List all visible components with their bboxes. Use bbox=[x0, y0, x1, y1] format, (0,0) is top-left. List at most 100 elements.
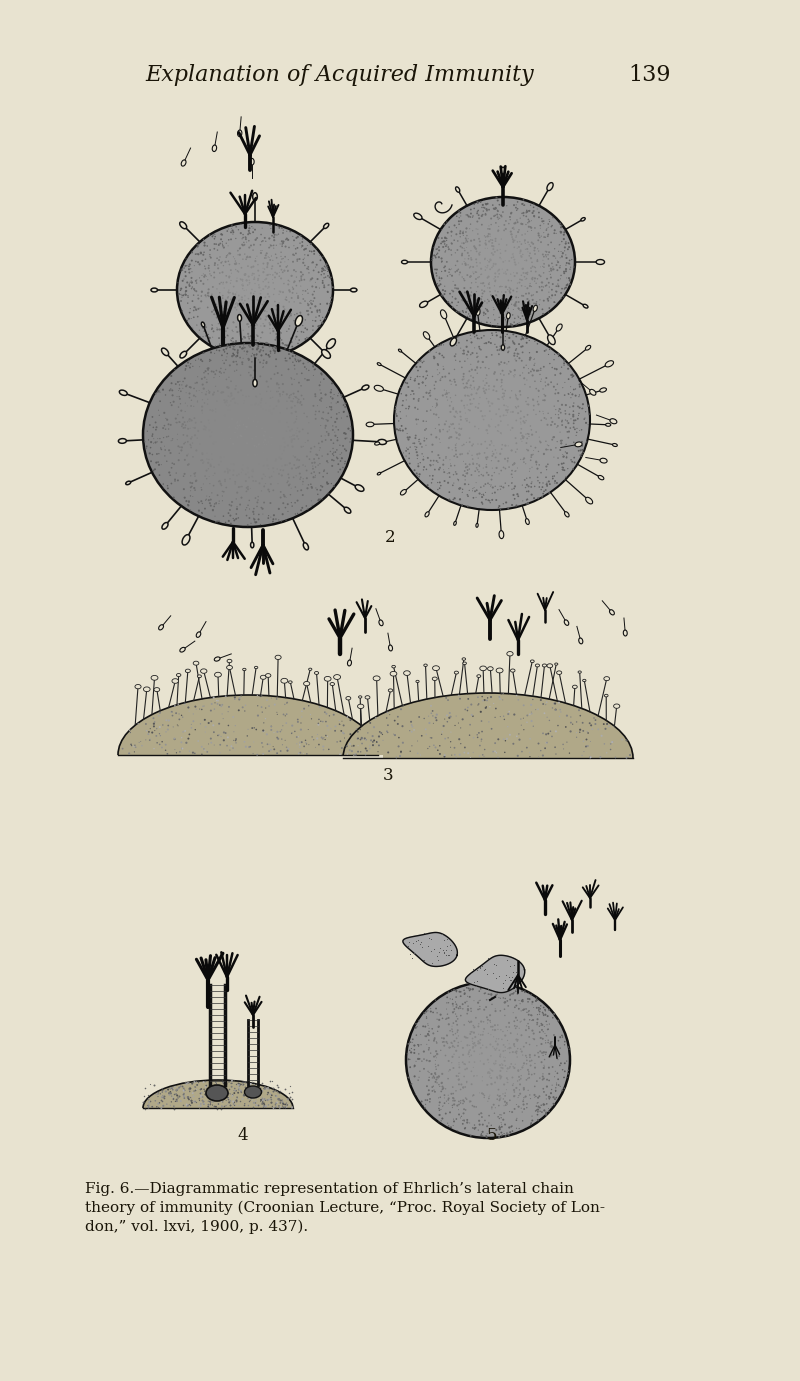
Point bbox=[410, 356, 423, 378]
Point bbox=[288, 260, 301, 282]
Point bbox=[220, 349, 233, 371]
Point bbox=[552, 342, 565, 365]
Point bbox=[264, 249, 277, 271]
Point bbox=[310, 479, 323, 501]
Point bbox=[489, 271, 502, 293]
Point bbox=[580, 728, 593, 750]
Point bbox=[466, 204, 479, 226]
Point bbox=[527, 1022, 540, 1044]
Point bbox=[461, 231, 474, 253]
Point bbox=[142, 1097, 155, 1119]
Point bbox=[532, 378, 545, 400]
Point bbox=[164, 1094, 177, 1116]
Point bbox=[450, 436, 462, 458]
Point bbox=[518, 412, 531, 434]
Point bbox=[217, 301, 230, 323]
Ellipse shape bbox=[143, 1080, 293, 1137]
Point bbox=[166, 428, 179, 450]
Point bbox=[526, 251, 538, 273]
Point bbox=[178, 693, 191, 715]
Point bbox=[257, 356, 270, 378]
Point bbox=[517, 327, 530, 349]
Point bbox=[174, 388, 186, 410]
Point bbox=[202, 452, 214, 474]
Point bbox=[186, 409, 198, 431]
Point bbox=[277, 703, 290, 725]
Point bbox=[184, 434, 197, 456]
Point bbox=[570, 421, 583, 443]
Point bbox=[223, 242, 236, 264]
Point bbox=[507, 279, 520, 301]
Point bbox=[296, 483, 309, 505]
Point bbox=[225, 221, 238, 243]
Point bbox=[434, 475, 447, 497]
Point bbox=[413, 1066, 426, 1088]
Point bbox=[405, 1041, 418, 1063]
Point bbox=[243, 348, 256, 370]
Point bbox=[475, 976, 488, 998]
Point bbox=[547, 446, 560, 468]
Point bbox=[143, 414, 156, 436]
Point bbox=[167, 1095, 180, 1117]
Point bbox=[522, 1001, 535, 1023]
Point bbox=[159, 733, 172, 755]
Point bbox=[438, 275, 451, 297]
Point bbox=[227, 1084, 240, 1106]
Point bbox=[515, 284, 528, 307]
Point bbox=[310, 307, 322, 329]
Ellipse shape bbox=[358, 696, 362, 699]
Point bbox=[261, 733, 274, 755]
Point bbox=[246, 304, 259, 326]
Point bbox=[451, 260, 464, 282]
Point bbox=[554, 398, 567, 420]
Point bbox=[498, 1085, 511, 1108]
Point bbox=[531, 268, 544, 290]
Point bbox=[222, 414, 235, 436]
Ellipse shape bbox=[373, 675, 380, 681]
Point bbox=[295, 394, 308, 416]
Point bbox=[519, 262, 532, 284]
Point bbox=[553, 398, 566, 420]
Point bbox=[175, 732, 188, 754]
Point bbox=[522, 1059, 534, 1081]
Point bbox=[292, 287, 305, 309]
Point bbox=[518, 452, 530, 474]
Point bbox=[526, 688, 539, 710]
Point bbox=[549, 413, 562, 435]
Point bbox=[220, 271, 233, 293]
Point bbox=[529, 1052, 542, 1074]
Point bbox=[250, 325, 263, 347]
Point bbox=[514, 1083, 526, 1105]
Point bbox=[435, 1080, 448, 1102]
Point bbox=[265, 427, 278, 449]
Point bbox=[473, 461, 486, 483]
Point bbox=[173, 377, 186, 399]
Point bbox=[531, 1109, 544, 1131]
Point bbox=[324, 441, 337, 463]
Point bbox=[406, 947, 418, 969]
Point bbox=[276, 261, 289, 283]
Point bbox=[265, 1087, 278, 1109]
Point bbox=[441, 711, 454, 733]
Point bbox=[315, 407, 328, 429]
Point bbox=[226, 334, 239, 356]
Point bbox=[435, 268, 448, 290]
Point bbox=[557, 733, 570, 755]
Point bbox=[462, 341, 474, 363]
Point bbox=[377, 729, 390, 751]
Point bbox=[286, 494, 298, 516]
Point bbox=[475, 289, 488, 311]
Point bbox=[282, 273, 294, 296]
Point bbox=[502, 307, 515, 329]
Point bbox=[543, 286, 556, 308]
Point bbox=[438, 240, 451, 262]
Point bbox=[464, 284, 477, 307]
Point bbox=[483, 434, 496, 456]
Point bbox=[450, 993, 463, 1015]
Point bbox=[440, 235, 453, 257]
Point bbox=[295, 362, 308, 384]
Point bbox=[506, 961, 519, 983]
Point bbox=[306, 275, 318, 297]
Point bbox=[493, 342, 506, 365]
Point bbox=[170, 373, 182, 395]
